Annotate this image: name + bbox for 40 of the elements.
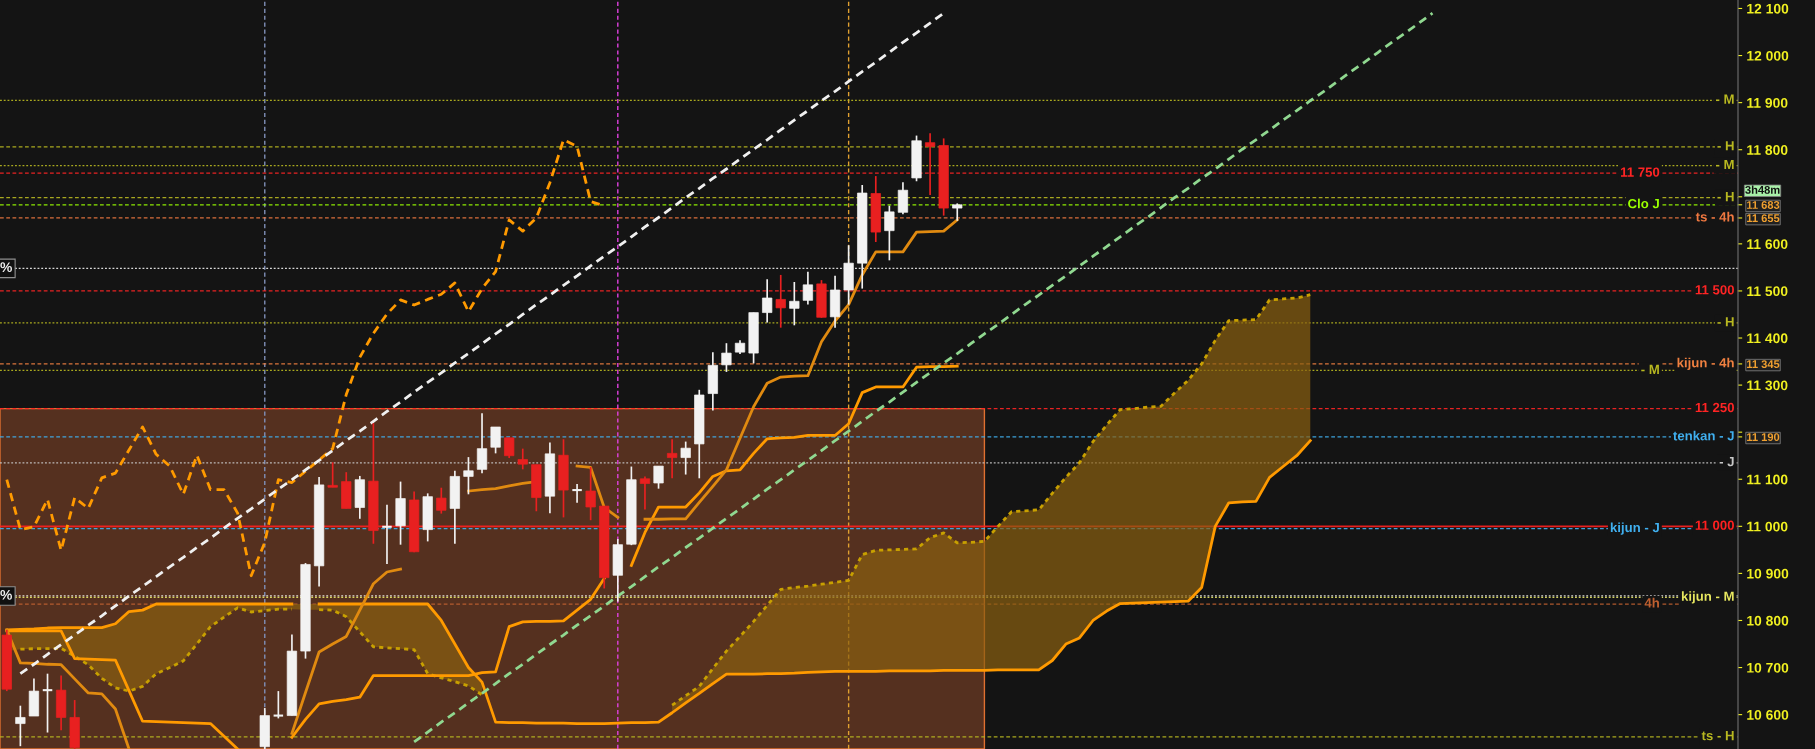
ref-line-label: ts - 4h	[1695, 211, 1734, 222]
y-tick-label: 11 000	[1747, 521, 1788, 532]
y-tick-label: 10 900	[1747, 568, 1789, 579]
ref-line-label: tenkan - J	[1673, 430, 1734, 441]
ref-line-label: - H	[1717, 192, 1734, 202]
ref-line-label: kijun - 4h	[1677, 357, 1734, 371]
y-tick-label: 11 100	[1747, 474, 1788, 485]
ref-line-label: Clo J	[1628, 198, 1659, 209]
ref-line-label: - M	[1641, 364, 1659, 374]
y-tick-label: 10 600	[1747, 709, 1789, 720]
ref-line-label: 11 000	[1695, 520, 1734, 530]
y-tick-label: 11 600	[1747, 239, 1788, 250]
y-tick-label: 11 800	[1747, 145, 1788, 155]
ref-line-label: - M	[1715, 160, 1734, 170]
y-tick-label: 11 345	[1747, 360, 1780, 369]
y-tick-label: 11 500	[1747, 286, 1788, 297]
y-tick-label: 12 000	[1747, 50, 1789, 61]
annotation: %	[0, 589, 12, 600]
ref-line-label: ts - H	[1701, 731, 1734, 741]
y-tick-label: 11 900	[1747, 97, 1788, 108]
y-tick-label: 11 190	[1747, 433, 1780, 442]
annotation: %	[0, 262, 12, 273]
y-tick-label: 11 400	[1747, 333, 1788, 344]
y-tick-label: 11 300	[1747, 380, 1788, 391]
ref-line-label: - H	[1717, 141, 1734, 151]
ref-line-label: 4h	[1644, 597, 1659, 608]
ref-line-label: 11 750	[1620, 167, 1660, 177]
y-tick-label: 11 683	[1747, 201, 1780, 209]
y-tick-label: 10 800	[1747, 615, 1789, 626]
ref-line-label: kijun - J	[1610, 522, 1659, 535]
y-tick-label: 11 655	[1747, 214, 1780, 223]
ref-line-label: - H	[1717, 317, 1734, 327]
ref-line-label: kijun - M	[1681, 591, 1734, 604]
y-tick-label: 10 700	[1747, 662, 1789, 673]
ref-line-label: 11 500	[1695, 285, 1734, 295]
y-tick-label: 12 100	[1747, 3, 1789, 14]
text: 3h48m	[1745, 185, 1780, 194]
ref-line-label: - J	[1719, 457, 1734, 467]
ref-line-label: 11 250	[1695, 402, 1734, 413]
ref-line-label: - M	[1715, 94, 1734, 104]
